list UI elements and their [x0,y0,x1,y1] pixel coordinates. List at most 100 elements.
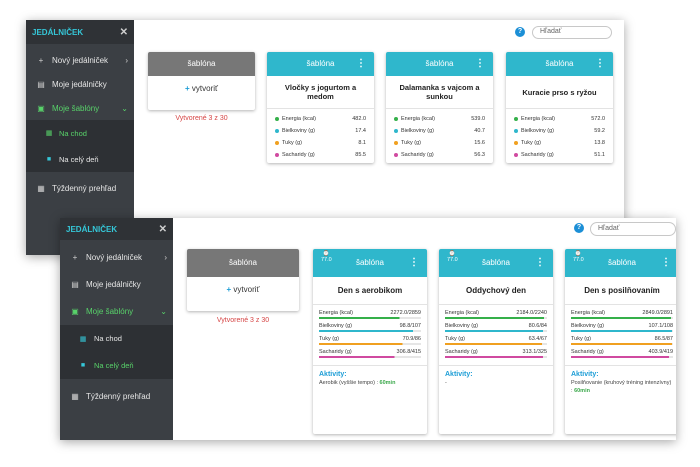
help-icon[interactable]: ? [515,27,525,37]
protein-dot-icon [394,128,398,133]
gauge-value: 77.0 [573,256,584,263]
create-label: vytvoriť [191,84,219,93]
nutrition-row: Tuky (g) 63.4/67 [445,335,547,343]
nutrient-label: Tuky (g) [319,336,339,342]
more-icon[interactable]: ⋮ [535,257,545,268]
day-icon: ■ [80,362,86,369]
sidebar-item-new-plan[interactable]: + Nový jedálniček › [26,48,134,72]
activity-title: Aktivity: [313,365,427,380]
sidebar-item-my-plans[interactable]: ▤ Moje jedálničky [26,72,134,96]
template-title: Vločky s jogurtom a medom [284,83,357,101]
activity-text: Aerobik (vyššie tempo) : 60min [313,380,427,388]
protein-bar [445,330,547,332]
activity-text: Posilňovanie (kruhový tréning intenzívny… [565,380,676,395]
plus-icon: + [72,253,78,262]
carbs-dot-icon [275,152,279,157]
more-icon[interactable]: ⋮ [595,58,605,69]
nutrition-row: Sacharidy (g) 313.1/325 [445,348,547,356]
template-card[interactable]: šablóna ⋮ Kuracie prso s ryžou Energia (… [506,52,613,163]
plus-icon: + [226,285,232,294]
nutrition-row: Sacharidy (g) 85.5 [275,149,366,161]
more-icon[interactable]: ⋮ [356,58,366,69]
nutrition-row: Bielkoviny (g) 17.4 [275,125,366,137]
nutrient-value: 85.5 [355,152,366,158]
activity-title: Aktivity: [565,365,676,380]
day-template-card[interactable]: ⌚ 77.0 šablóna ⋮ Den s aerobikom Energia … [313,249,427,434]
sidebar-item-my-templates[interactable]: ▣ Moje šablóny ⌄ [60,298,173,325]
nutrient-value: 51.1 [594,152,605,158]
calendar-icon: ▦ [71,392,79,401]
nutrient-label: Tuky (g) [521,140,541,146]
nutrient-label: Bielkoviny (g) [282,128,316,134]
sidebar-sub-whole-day[interactable]: ■ Na celý deň [60,352,173,379]
nutrient-label: Sacharidy (g) [319,349,352,355]
nutrition-row: Sacharidy (g) 51.1 [514,149,605,161]
more-icon[interactable]: ⋮ [661,257,671,268]
nutrient-value: 482.0 [352,116,366,122]
sidebar-item-my-plans[interactable]: ▤ Moje jedálničky [60,271,173,298]
sidebar-item-weekly-overview[interactable]: ▦ Týždenný prehľad [60,383,173,410]
card-header-label: šablóna [481,258,511,267]
activity-duration: 60min [379,380,396,386]
gauge-icon: ⌚ 77.0 [321,251,332,263]
nutrient-value: 59.2 [594,128,605,134]
sidebar-item-label: Moje šablóny [86,307,134,316]
create-template-button[interactable]: + vytvoriť [148,76,255,93]
nutrient-value: 2849.0/2891 [642,310,673,316]
nutrition-row: Tuky (g) 86.5/87 [571,335,673,343]
template-title: Dalamanka s vajcom a sunkou [399,83,480,101]
sidebar-sub-whole-day[interactable]: ■ Na celý deň [26,146,134,172]
close-icon[interactable]: ✕ [119,26,128,38]
day-template-card[interactable]: ⌚ 77.0 šablóna ⋮ Den s posilňovaním Energ… [565,249,676,434]
nutrition-list: Energia (kcal) 572.0 Bielkoviny (g) 59.2 T… [506,108,613,163]
search-input[interactable]: Hľadať [590,222,676,236]
nutrition-row: Tuky (g) 15.6 [394,137,485,149]
protein-dot-icon [275,128,279,133]
create-template-card: šablóna + vytvoriť [148,52,255,110]
template-title: Den s aerobikom [337,286,403,295]
sidebar-item-label: Moje jedálničky [86,280,141,289]
fat-dot-icon [514,140,518,145]
template-card[interactable]: šablóna ⋮ Dalamanka s vajcom a sunkou En… [386,52,493,163]
list-icon: ▤ [37,79,45,89]
sidebar-header: JEDÁLNIČEK ✕ [60,218,173,240]
close-icon[interactable]: ✕ [158,223,167,235]
back-window: JEDÁLNIČEK ✕ + Nový jedálniček › ▤ Moje … [26,20,624,255]
card-header: šablóna [187,249,299,277]
nutrient-label: Bielkoviny (g) [401,128,435,134]
nutrition-list: Energia (kcal) 482.0 Bielkoviny (g) 17.4 T… [267,108,374,163]
nutrient-label: Energia (kcal) [319,310,353,316]
nutrient-value: 403.9/419 [648,349,673,355]
sidebar-item-weekly-overview[interactable]: ▦ Týždenný prehľad [26,176,134,200]
sidebar-sub-per-course[interactable]: ▦ Na chod [60,325,173,352]
activity-name: Aerobik (vyššie tempo) : [319,380,380,386]
nutrient-label: Tuky (g) [282,140,302,146]
fat-bar [445,343,547,345]
search-input[interactable]: Hľadať [532,26,612,39]
more-icon[interactable]: ⋮ [475,58,485,69]
create-label: vytvoriť [233,285,260,294]
created-count: Vytvorené 3 z 30 [175,115,228,122]
card-header: ⌚ 77.0 šablóna ⋮ [565,249,676,277]
nutrient-label: Energia (kcal) [401,116,435,122]
day-template-card[interactable]: ⌚ 77.0 šablóna ⋮ Oddychový den Energia (k… [439,249,553,434]
gauge-value: 77.0 [447,256,458,263]
front-window: JEDÁLNIČEK ✕ + Nový jedálniček › ▤ Moje … [60,218,676,440]
protein-bar [319,330,421,332]
nutrient-value: 56.3 [474,152,485,158]
template-card[interactable]: šablóna ⋮ Vločky s jogurtom a medom Ener… [267,52,374,163]
nutrient-value: 17.4 [355,128,366,134]
sidebar-item-my-templates[interactable]: ▣ Moje šablóny ⌄ [26,96,134,120]
grid-icon: ▦ [79,335,87,343]
nutrient-value: 2272.0/2859 [390,310,421,316]
nutrition-row: Bielkoviny (g) 98.8/107 [319,322,421,330]
nutrient-value: 98.8/107 [399,323,421,329]
create-template-button[interactable]: + vytvoriť [187,277,299,294]
help-icon[interactable]: ? [574,223,584,233]
sidebar-sub-per-course[interactable]: ▦ Na chod [26,120,134,146]
more-icon[interactable]: ⋮ [409,257,419,268]
sidebar-item-new-plan[interactable]: + Nový jedálniček › [60,244,173,271]
activity-duration: 60min [574,387,590,394]
nutrient-value: 313.1/325 [522,349,547,355]
